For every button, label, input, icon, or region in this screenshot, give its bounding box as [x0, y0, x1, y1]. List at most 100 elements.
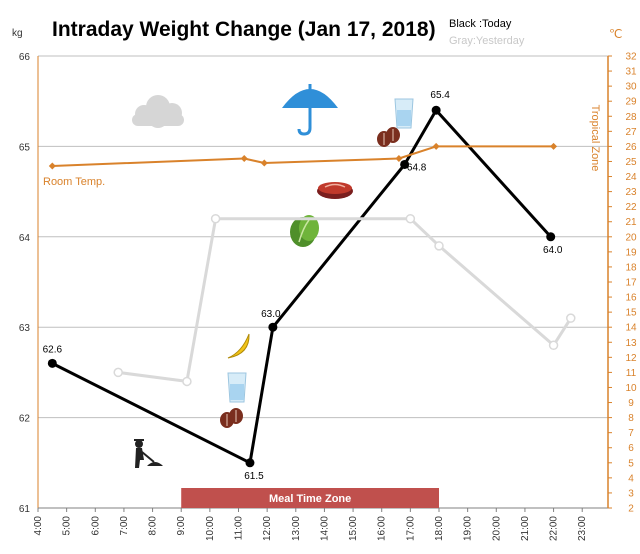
gardener-head	[135, 440, 143, 448]
yesterday-point	[182, 376, 192, 387]
y-right-tick-label: 10	[625, 383, 637, 394]
room-temp-point	[550, 142, 558, 150]
room-temp-point	[48, 162, 56, 170]
x-tick-label: 8:00	[148, 516, 159, 536]
steak-icon	[317, 182, 353, 199]
y-right-tick-label: 12	[625, 353, 637, 364]
room-temp-point	[395, 154, 403, 162]
tropical-zone-label: Tropical Zone	[589, 105, 601, 172]
y-right-tick-label: 28	[625, 112, 637, 123]
x-tick-label: 11:00	[234, 516, 245, 541]
y-right-tick-label: 16	[625, 293, 637, 304]
icon-layer	[132, 84, 414, 468]
x-tick-label: 17:00	[405, 516, 416, 541]
gardener-body	[135, 448, 144, 468]
y-right-tick-label: 13	[625, 338, 637, 349]
x-tick-label: 5:00	[62, 516, 73, 536]
yesterday-line	[118, 217, 573, 383]
y-right-tick-label: 23	[625, 187, 637, 198]
y-right-tick-label: 26	[625, 142, 637, 153]
steak-fat	[324, 183, 346, 188]
umbrella-handle	[297, 127, 312, 136]
y-right-tick-label: 4	[628, 473, 634, 484]
y-right-tick-label: 32	[625, 52, 637, 63]
y-right-tick-label: 6	[628, 443, 634, 454]
y-right-tick-label: 18	[625, 262, 637, 273]
series-layer	[47, 105, 576, 468]
yesterday-point	[210, 213, 221, 224]
y-right-tick-label: 15	[625, 308, 637, 319]
x-tick-label: 4:00	[33, 516, 44, 536]
y-right-tick-label: 30	[625, 82, 637, 93]
cloud-base	[132, 114, 184, 126]
data-labels: Room Temp. 62.6 61.5 63.0 64.8 65.4 64.0	[43, 90, 563, 482]
room-temp-line	[52, 145, 554, 167]
y-right-tick-label: 5	[628, 458, 634, 469]
y-right-tick-label: 7	[628, 428, 634, 439]
x-tick-label: 20:00	[491, 516, 502, 541]
room-temp-label: Room Temp.	[43, 176, 105, 188]
y-right-tick-label: 9	[628, 398, 634, 409]
meal-time-zone: Meal Time Zone	[181, 488, 440, 508]
y-left-tick-label: 64	[19, 233, 31, 244]
today-data-label: 64.8	[407, 162, 427, 173]
lettuce-icon	[290, 215, 319, 247]
y-right-unit: ℃	[609, 27, 622, 41]
gardener-icon	[134, 439, 163, 468]
y-left-tick-label: 66	[19, 52, 31, 63]
glass-water	[230, 384, 244, 400]
axes: 6162636465662345678910111213141516171819…	[19, 52, 637, 542]
x-tick-label: 18:00	[434, 516, 445, 541]
coffee-beans-icon	[220, 408, 243, 428]
x-tick-label: 6:00	[90, 516, 101, 536]
y-right-tick-label: 14	[625, 323, 637, 334]
x-tick-label: 23:00	[577, 516, 588, 541]
y-right-tick-label: 8	[628, 413, 634, 424]
y-right-tick-label: 22	[625, 202, 637, 213]
coffee-beans-icon	[377, 127, 400, 147]
x-tick-label: 22:00	[549, 516, 560, 541]
y-left-unit: kg	[12, 28, 23, 39]
meal-time-zone-label: Meal Time Zone	[269, 493, 351, 505]
y-right-tick-label: 24	[625, 172, 637, 183]
y-right-tick-label: 20	[625, 232, 637, 243]
today-data-label: 64.0	[543, 245, 563, 256]
gardener-tool	[141, 451, 155, 463]
today-data-label: 62.6	[43, 344, 63, 355]
yesterday-point	[434, 241, 444, 251]
legend-today: Black :Today	[449, 18, 512, 30]
yesterday-point	[566, 313, 576, 323]
room-temp-point	[240, 154, 248, 162]
today-data-label: 61.5	[244, 471, 264, 482]
x-tick-label: 21:00	[520, 516, 531, 541]
today-data-label: 63.0	[261, 309, 281, 320]
x-tick-label: 12:00	[262, 516, 273, 541]
today-point	[400, 159, 410, 169]
glass-water	[397, 110, 411, 126]
y-right-tick-label: 2	[628, 504, 634, 515]
yesterday-point	[113, 367, 123, 378]
x-tick-label: 19:00	[463, 516, 474, 541]
today-point	[245, 458, 255, 468]
today-point	[47, 358, 57, 368]
meal-time-zone-band	[181, 488, 440, 508]
today-data-label: 65.4	[430, 90, 450, 101]
y-left-tick-label: 62	[19, 414, 31, 425]
yesterday-point	[548, 340, 559, 351]
y-right-tick-label: 3	[628, 488, 634, 499]
today-point	[268, 322, 278, 332]
x-tick-label: 15:00	[348, 516, 359, 541]
lettuce-leaf	[299, 215, 319, 241]
y-left-tick-label: 65	[19, 142, 31, 153]
legend-yesterday: Gray:Yesterday	[449, 35, 525, 47]
y-left-tick-label: 61	[19, 504, 31, 515]
today-line	[51, 108, 552, 465]
water-glass-icon	[394, 98, 414, 129]
x-tick-label: 9:00	[176, 516, 187, 536]
today-point	[431, 105, 441, 115]
gridlines	[38, 55, 608, 419]
y-right-tick-label: 31	[625, 67, 637, 78]
steak-top	[318, 182, 352, 194]
cloud-icon	[132, 95, 184, 128]
